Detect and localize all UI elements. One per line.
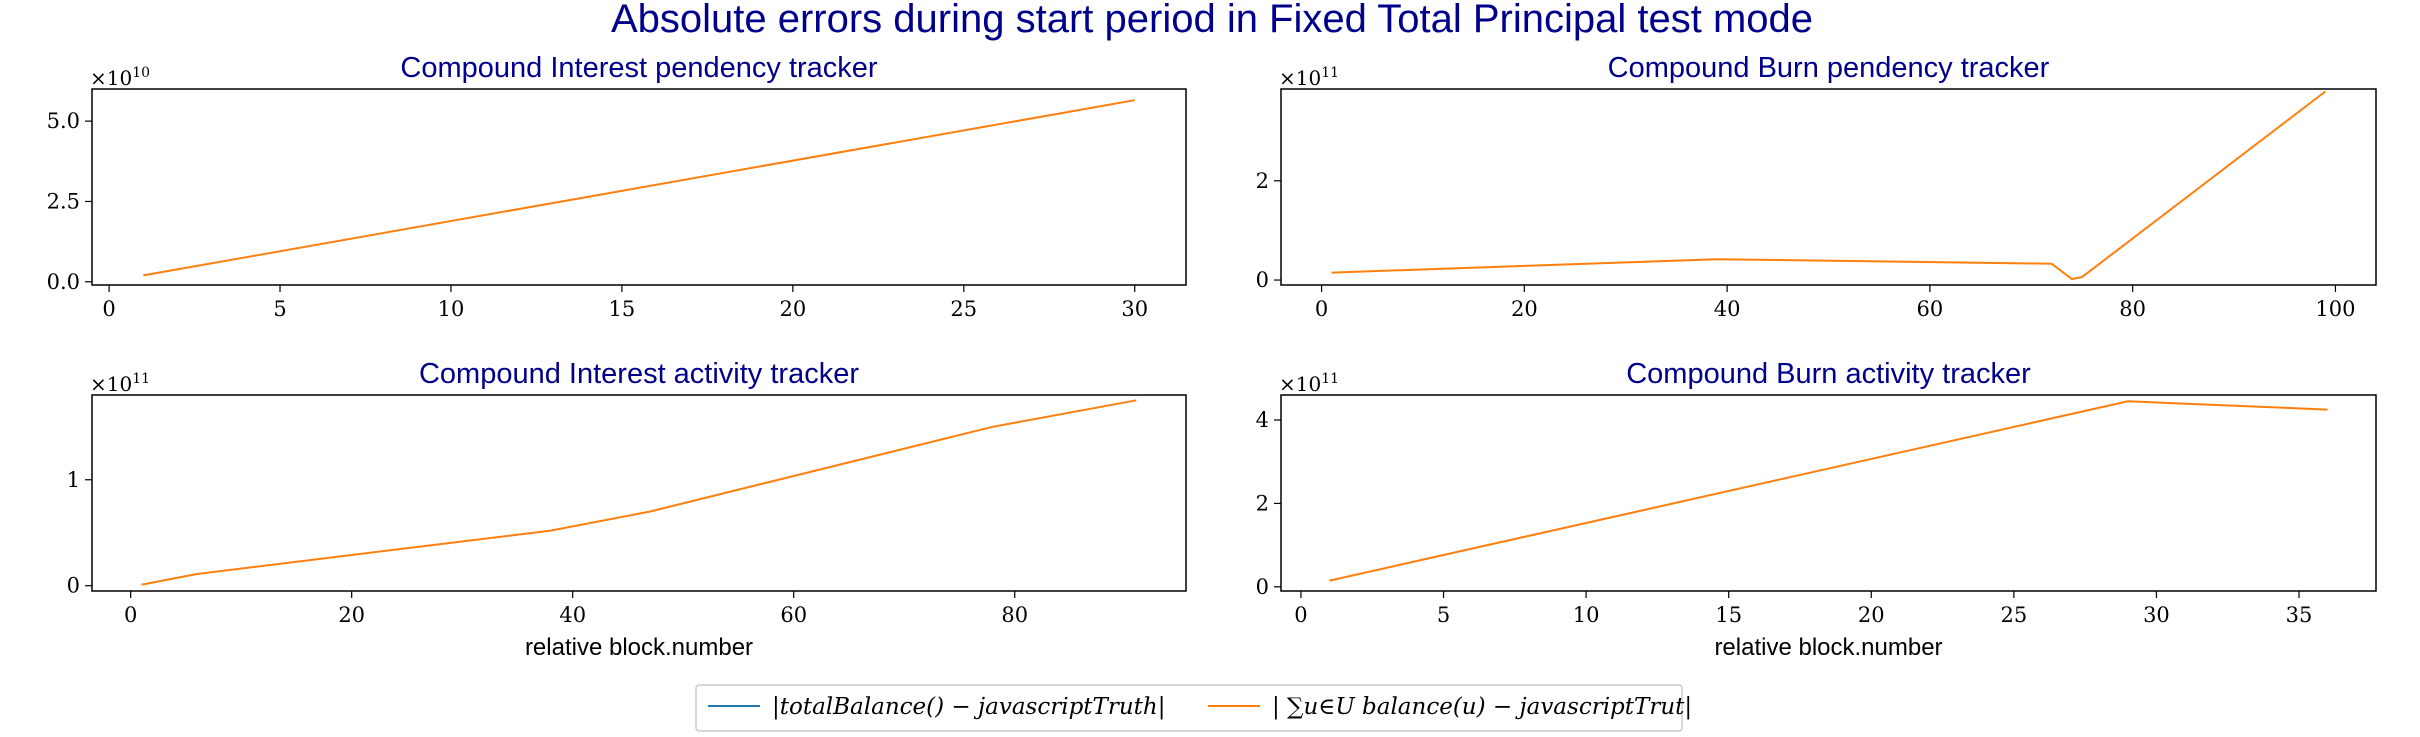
x-tick-label: 5 bbox=[273, 297, 286, 321]
x-tick-label: 10 bbox=[438, 297, 465, 321]
y-tick-label: 1 bbox=[67, 468, 80, 492]
x-tick-label: 5 bbox=[1437, 603, 1450, 627]
x-tick-label: 25 bbox=[950, 297, 977, 321]
x-tick-label: 80 bbox=[1001, 603, 1028, 627]
x-axis-label: relative block.number bbox=[525, 634, 753, 661]
x-tick-label: 100 bbox=[2315, 297, 2355, 321]
x-tick-label: 30 bbox=[2143, 603, 2170, 627]
y-tick-label: 2.5 bbox=[47, 189, 80, 213]
x-tick-label: 60 bbox=[1917, 297, 1944, 321]
axis-multiplier: ×1011 bbox=[1279, 371, 1339, 396]
panel-title: Compound Burn activity tracker bbox=[1626, 358, 2031, 390]
axis-multiplier: ×1010 bbox=[90, 65, 150, 90]
plot-frame bbox=[1280, 394, 2377, 592]
panel-compound-burn-activity: Compound Burn activity tracker ×1011 0 5 10 1… bbox=[1256, 358, 2377, 661]
series-line bbox=[143, 99, 1135, 277]
y-tick-label: 0.0 bbox=[47, 270, 80, 294]
panel-title: Compound Interest activity tracker bbox=[419, 358, 859, 390]
x-tick-label: 30 bbox=[1121, 297, 1148, 321]
x-tick-label: 0 bbox=[1315, 297, 1328, 321]
series-line bbox=[1329, 400, 2328, 582]
y-tick-label: 0 bbox=[67, 574, 80, 598]
x-tick-label: 20 bbox=[1511, 297, 1538, 321]
x-tick-label: 20 bbox=[338, 603, 365, 627]
x-tick-label: 0 bbox=[1294, 603, 1307, 627]
x-tick-label: 60 bbox=[780, 603, 807, 627]
y-tick-label: 5.0 bbox=[47, 109, 80, 133]
x-tick-label: 40 bbox=[559, 603, 586, 627]
axis-multiplier: ×1011 bbox=[90, 371, 150, 396]
legend: |totalBalance() − javascriptTruth| | ∑u∈… bbox=[695, 684, 1692, 732]
plot-frame bbox=[91, 394, 1187, 592]
panel-compound-interest-activity: Compound Interest activity tracker ×1011 0… bbox=[67, 358, 1187, 661]
plot-frame bbox=[1280, 88, 2377, 286]
y-tick-label: 0 bbox=[1256, 268, 1269, 292]
x-tick-label: 25 bbox=[2000, 603, 2027, 627]
x-tick-label: 35 bbox=[2286, 603, 2313, 627]
series-line bbox=[1331, 90, 2326, 281]
y-tick-label: 2 bbox=[1256, 491, 1269, 515]
y-tick-label: 2 bbox=[1256, 169, 1269, 193]
x-tick-label: 10 bbox=[1573, 603, 1600, 627]
y-tick-label: 4 bbox=[1256, 408, 1269, 432]
panel-compound-interest-pendency: Compound Interest pendency tracker ×1010 0… bbox=[47, 52, 1187, 321]
axis-multiplier: ×1011 bbox=[1279, 65, 1339, 90]
x-tick-label: 20 bbox=[1858, 603, 1885, 627]
panel-title: Compound Interest pendency tracker bbox=[400, 52, 877, 84]
series-line bbox=[141, 399, 1137, 586]
x-axis-label: relative block.number bbox=[1714, 634, 1942, 661]
figure-suptitle: Absolute errors during start period in F… bbox=[611, 0, 1813, 41]
plot-frame bbox=[91, 88, 1187, 286]
legend-label-0: |totalBalance() − javascriptTruth| bbox=[772, 694, 1165, 720]
x-tick-label: 20 bbox=[779, 297, 806, 321]
x-tick-label: 80 bbox=[2119, 297, 2146, 321]
x-tick-label: 15 bbox=[1715, 603, 1742, 627]
x-tick-label: 40 bbox=[1714, 297, 1741, 321]
x-tick-label: 0 bbox=[124, 603, 137, 627]
y-tick-label: 0 bbox=[1256, 575, 1269, 599]
x-tick-label: 15 bbox=[609, 297, 636, 321]
panel-title: Compound Burn pendency tracker bbox=[1608, 52, 2050, 84]
x-tick-label: 0 bbox=[102, 297, 115, 321]
legend-label-1: | ∑u∈U balance(u) − javascriptTrut| bbox=[1272, 694, 1692, 720]
legend-box bbox=[695, 684, 1683, 732]
